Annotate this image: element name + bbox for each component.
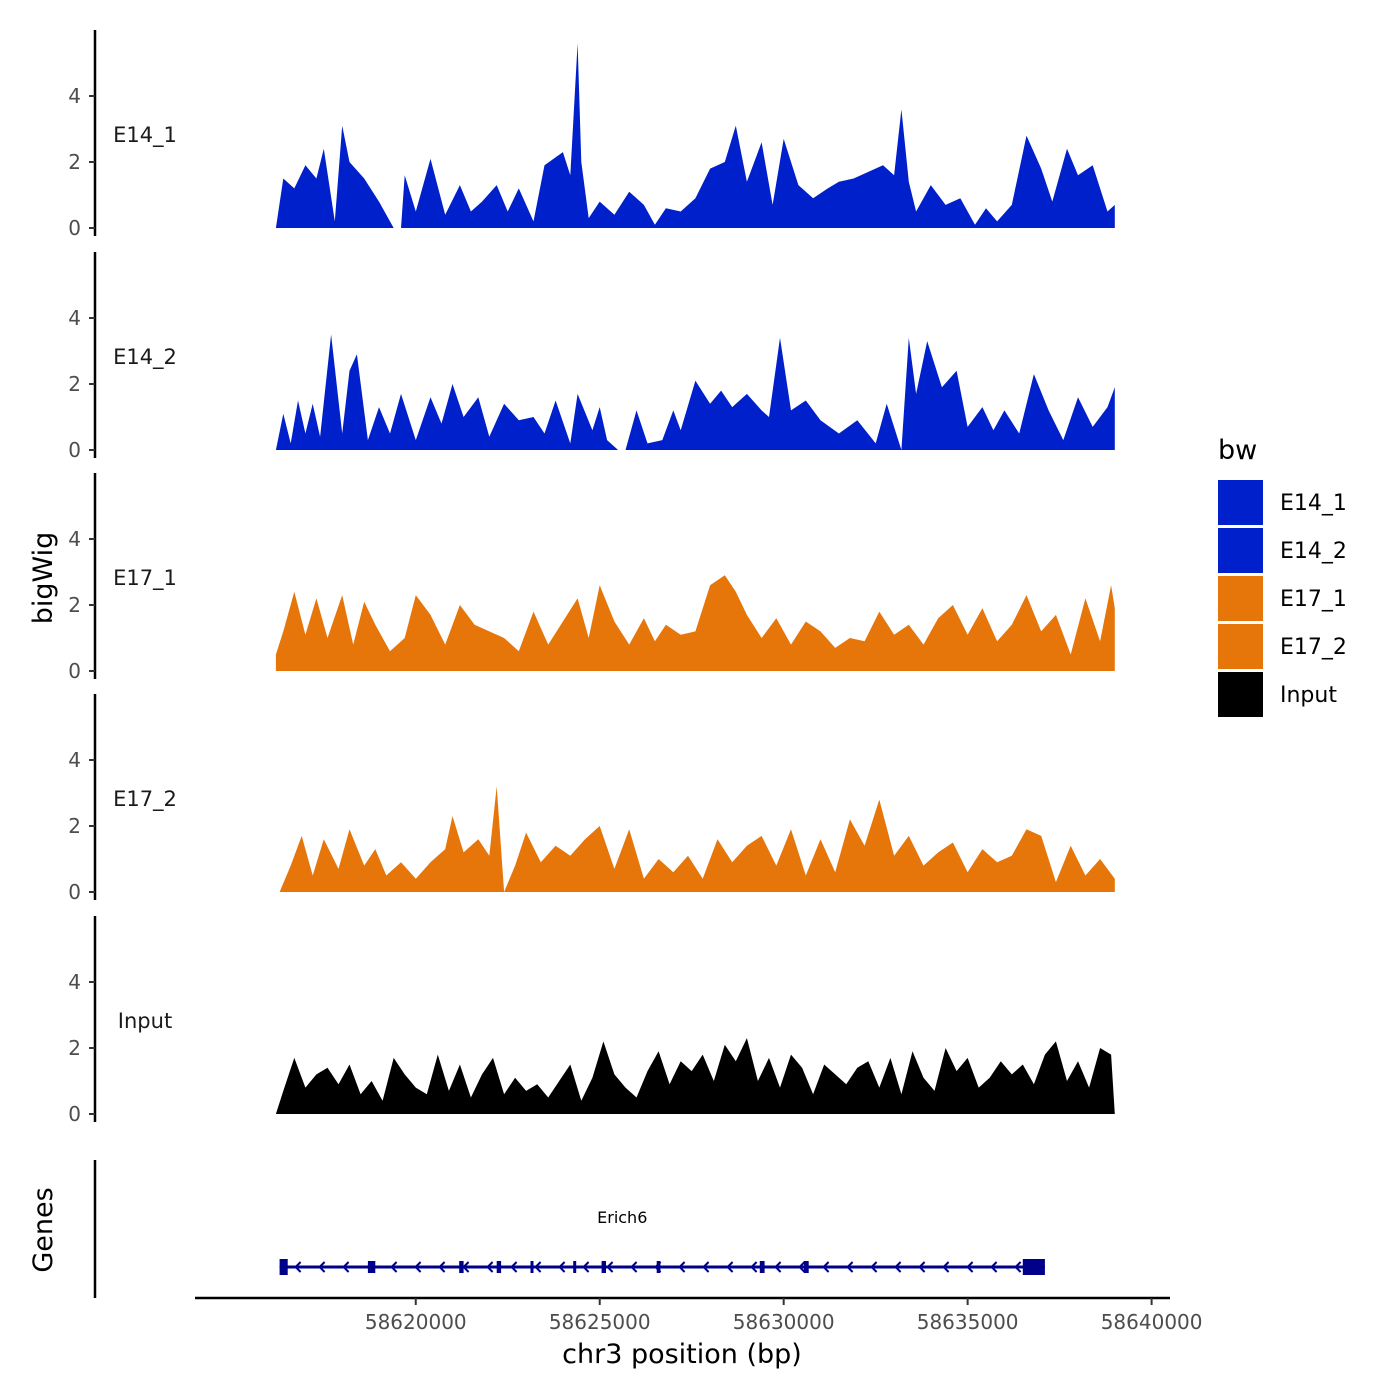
y-tick-label: 4 [68,84,81,108]
y-tick-label: 2 [68,593,81,617]
gene-name-label: Erich6 [597,1208,647,1227]
strand-arrow [774,1261,782,1273]
strand-arrow [798,1261,806,1273]
strand-arrow [534,1261,542,1273]
strand-arrow [294,1261,302,1273]
y-tick-label: 0 [68,438,81,462]
strand-arrow [438,1261,446,1273]
gene-exon [1022,1259,1045,1275]
strand-arrow [486,1261,494,1273]
track-e17_1: 0 2 4 E17_1 [68,473,1115,683]
strand-arrow [318,1261,326,1273]
y-tick-label: 4 [68,527,81,551]
x-tick-label: 58630000 [733,1310,835,1334]
y-tick-label: 0 [68,216,81,240]
gene-exon [573,1261,577,1273]
y-tick-label: 2 [68,150,81,174]
x-axis-title: chr3 position (bp) [562,1339,802,1370]
legend-key-e14_1 [1218,480,1263,525]
strand-arrow [1014,1261,1022,1273]
x-tick-label: 58640000 [1101,1310,1203,1334]
y-tick-label: 0 [68,659,81,683]
legend-label: E17_1 [1280,587,1347,612]
coverage-tracks: 0 2 4 E14_1 0 2 4 E14_2 0 2 4 E17_1 0 2 4 E17_2 0 2 4 Input [68,30,1115,1126]
y-tick-label: 4 [68,306,81,330]
track-e14_2: 0 2 4 E14_2 [68,252,1115,462]
strand-arrow [558,1261,566,1273]
gene-exon [530,1261,534,1273]
track-e17_2: 0 2 4 E17_2 [68,694,1115,904]
gene-exon [803,1261,809,1273]
gene-track: Erich6 [93,1160,1045,1298]
strand-arrow [750,1261,758,1273]
x-tick-label: 58625000 [549,1310,651,1334]
legend-label: E14_2 [1280,539,1347,564]
y-tick-label: 2 [68,372,81,396]
gene-exon [367,1261,376,1273]
gene-exon [601,1261,606,1273]
strand-arrow [414,1261,422,1273]
strand-arrow [966,1261,974,1273]
gene-exon [656,1261,661,1273]
strand-arrow [582,1261,590,1273]
strand-arrow [870,1261,878,1273]
track-label: E14_1 [113,123,177,148]
strand-arrow [510,1261,518,1273]
track-label: E14_2 [113,345,177,370]
strand-arrow [894,1261,902,1273]
legend-key-e14_2 [1218,528,1263,573]
coverage-area-e14_1 [275,43,1115,229]
track-input: 0 2 4 Input [68,916,1115,1126]
strand-arrow [630,1261,638,1273]
legend: bw E14_1 E14_2 E17_1 E17_2 Input [1218,435,1347,717]
track-label: E17_2 [113,787,177,812]
strand-arrow [918,1261,926,1273]
legend-label: E14_1 [1280,491,1347,516]
gene-exon [459,1261,464,1273]
legend-title: bw [1218,435,1257,466]
genes-axis-title: Genes [28,1187,59,1272]
strand-arrow [342,1261,350,1273]
coverage-area-e14_2 [275,334,1115,450]
legend-label: E17_2 [1280,635,1347,660]
legend-key-input [1218,672,1263,717]
coverage-area-input [275,1038,1115,1114]
legend-key-e17_2 [1218,624,1263,669]
coverage-area-e17_2 [279,786,1115,892]
coverage-area-e17_1 [275,575,1115,671]
x-axis: 58620000 58625000 58630000 58635000 58640000 [195,1296,1203,1334]
y-tick-label: 2 [68,814,81,838]
legend-key-e17_1 [1218,576,1263,621]
y-tick-label: 0 [68,1102,81,1126]
x-tick-label: 58635000 [917,1310,1019,1334]
x-tick-label: 58620000 [365,1310,467,1334]
y-tick-label: 4 [68,748,81,772]
y-tick-label: 0 [68,880,81,904]
strand-arrow [390,1261,398,1273]
strand-arrow [846,1261,854,1273]
strand-arrow [606,1261,614,1273]
strand-arrow [990,1261,998,1273]
track-label: E17_1 [113,566,177,591]
gene-exon [496,1261,502,1273]
strand-arrow [942,1261,950,1273]
strand-arrow [678,1261,686,1273]
gene-exon [279,1259,288,1275]
track-e14_1: 0 2 4 E14_1 [68,30,1115,240]
y-tick-label: 2 [68,1036,81,1060]
legend-label: Input [1280,683,1337,708]
gene-exon [759,1261,765,1273]
strand-arrow [822,1261,830,1273]
track-label: Input [118,1009,172,1033]
strand-arrow [726,1261,734,1273]
strand-arrow [702,1261,710,1273]
y-tick-label: 4 [68,970,81,994]
y-axis-title: bigWig [28,532,59,625]
